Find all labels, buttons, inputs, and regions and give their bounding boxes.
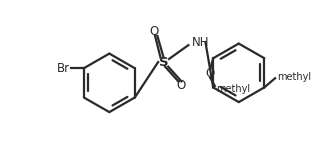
Text: Br: Br bbox=[57, 62, 70, 75]
Text: methyl: methyl bbox=[216, 84, 250, 94]
Text: O: O bbox=[176, 79, 185, 92]
Text: O: O bbox=[206, 67, 215, 80]
Text: NH: NH bbox=[192, 36, 210, 49]
Text: methyl: methyl bbox=[277, 72, 311, 82]
Text: O: O bbox=[149, 25, 158, 38]
Text: S: S bbox=[159, 56, 168, 69]
